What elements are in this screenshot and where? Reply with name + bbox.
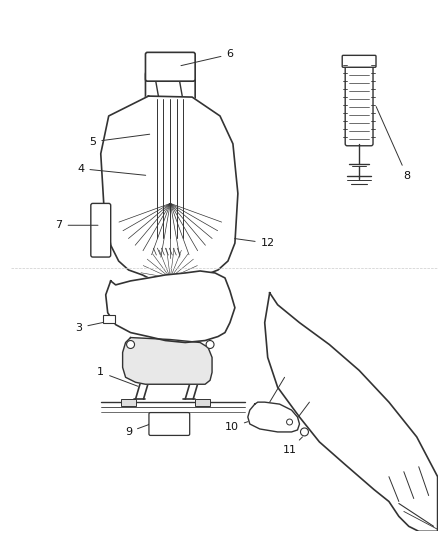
FancyBboxPatch shape	[148, 413, 189, 435]
Polygon shape	[122, 337, 212, 384]
Circle shape	[205, 341, 214, 349]
Text: 8: 8	[375, 107, 410, 181]
Text: 7: 7	[55, 220, 98, 230]
Polygon shape	[247, 402, 299, 432]
Text: 6: 6	[180, 50, 233, 66]
FancyBboxPatch shape	[91, 204, 110, 257]
FancyBboxPatch shape	[344, 62, 372, 146]
Text: 9: 9	[125, 425, 148, 437]
Text: 12: 12	[234, 238, 274, 248]
Text: 11: 11	[282, 437, 302, 455]
Text: 10: 10	[224, 418, 258, 432]
Polygon shape	[264, 293, 437, 531]
Bar	[120, 399, 135, 406]
Text: 5: 5	[89, 134, 149, 147]
Polygon shape	[101, 96, 237, 278]
Text: 1: 1	[97, 367, 138, 386]
Circle shape	[300, 428, 308, 436]
Bar	[195, 399, 209, 406]
FancyBboxPatch shape	[145, 52, 195, 81]
FancyBboxPatch shape	[145, 71, 195, 107]
FancyBboxPatch shape	[342, 55, 375, 67]
Text: 4: 4	[77, 164, 145, 175]
Circle shape	[126, 341, 134, 349]
Circle shape	[286, 419, 292, 425]
Bar	[102, 314, 114, 322]
Text: 3: 3	[75, 318, 123, 333]
Polygon shape	[106, 271, 234, 343]
